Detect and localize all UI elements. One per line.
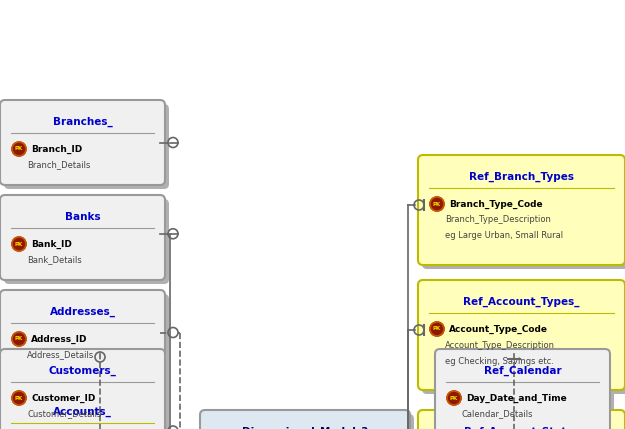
FancyBboxPatch shape [0,100,165,185]
Circle shape [12,142,26,156]
Text: Calendar_Details: Calendar_Details [462,410,534,419]
FancyBboxPatch shape [418,410,625,429]
FancyBboxPatch shape [4,294,169,379]
Text: Branch_ID: Branch_ID [31,145,82,154]
Text: Account_Type_Description: Account_Type_Description [445,341,555,350]
Text: Branch_Type_Code: Branch_Type_Code [449,199,542,208]
Text: Address_ID: Address_ID [31,335,88,344]
Text: Bank_ID: Bank_ID [31,239,72,248]
Text: Addresses_: Addresses_ [49,307,116,317]
Text: PK: PK [15,242,23,247]
Text: Bank_Details: Bank_Details [27,256,82,265]
Circle shape [12,237,26,251]
FancyBboxPatch shape [4,353,169,429]
Circle shape [12,391,26,405]
Text: Ref_Branch_Types: Ref_Branch_Types [469,172,574,182]
FancyBboxPatch shape [418,155,625,265]
FancyBboxPatch shape [418,280,625,390]
FancyBboxPatch shape [0,390,165,429]
Text: Accounts_: Accounts_ [53,407,112,417]
FancyBboxPatch shape [439,353,614,429]
Text: eg Checking, Savings etc.: eg Checking, Savings etc. [445,356,554,366]
Text: Branches_: Branches_ [52,117,112,127]
Text: PK: PK [15,146,23,151]
Text: Customer_Details: Customer_Details [27,410,101,419]
Text: PK: PK [433,326,441,332]
FancyBboxPatch shape [422,414,625,429]
Text: Ref_Account_Status: Ref_Account_Status [464,427,579,429]
FancyBboxPatch shape [4,104,169,189]
FancyBboxPatch shape [204,414,414,429]
Text: Customer_ID: Customer_ID [31,393,96,402]
Text: PK: PK [15,396,23,401]
Text: Banks: Banks [65,212,100,222]
Text: Account_Type_Code: Account_Type_Code [449,324,548,334]
Text: Ref_Account_Types_: Ref_Account_Types_ [463,297,580,307]
Text: Day_Date_and_Time: Day_Date_and_Time [466,393,567,402]
FancyBboxPatch shape [200,410,410,429]
Circle shape [12,332,26,346]
FancyBboxPatch shape [422,159,625,269]
Text: eg Large Urban, Small Rural: eg Large Urban, Small Rural [445,232,563,241]
Circle shape [430,197,444,211]
Text: PK: PK [15,336,23,341]
Text: Branch_Type_Description: Branch_Type_Description [445,215,551,224]
Text: Dimensional_Model_3: Dimensional_Model_3 [242,427,368,429]
Text: Customers_: Customers_ [49,366,116,376]
FancyBboxPatch shape [4,199,169,284]
FancyBboxPatch shape [0,349,165,429]
FancyBboxPatch shape [4,394,169,429]
Text: Address_Details: Address_Details [27,350,94,360]
Text: PK: PK [450,396,458,401]
FancyBboxPatch shape [435,349,610,429]
Text: PK: PK [433,202,441,206]
FancyBboxPatch shape [0,195,165,280]
Text: Branch_Details: Branch_Details [27,160,91,169]
FancyBboxPatch shape [422,284,625,394]
Circle shape [447,391,461,405]
FancyBboxPatch shape [0,290,165,375]
Text: Ref_Calendar: Ref_Calendar [484,366,561,376]
Circle shape [430,322,444,336]
